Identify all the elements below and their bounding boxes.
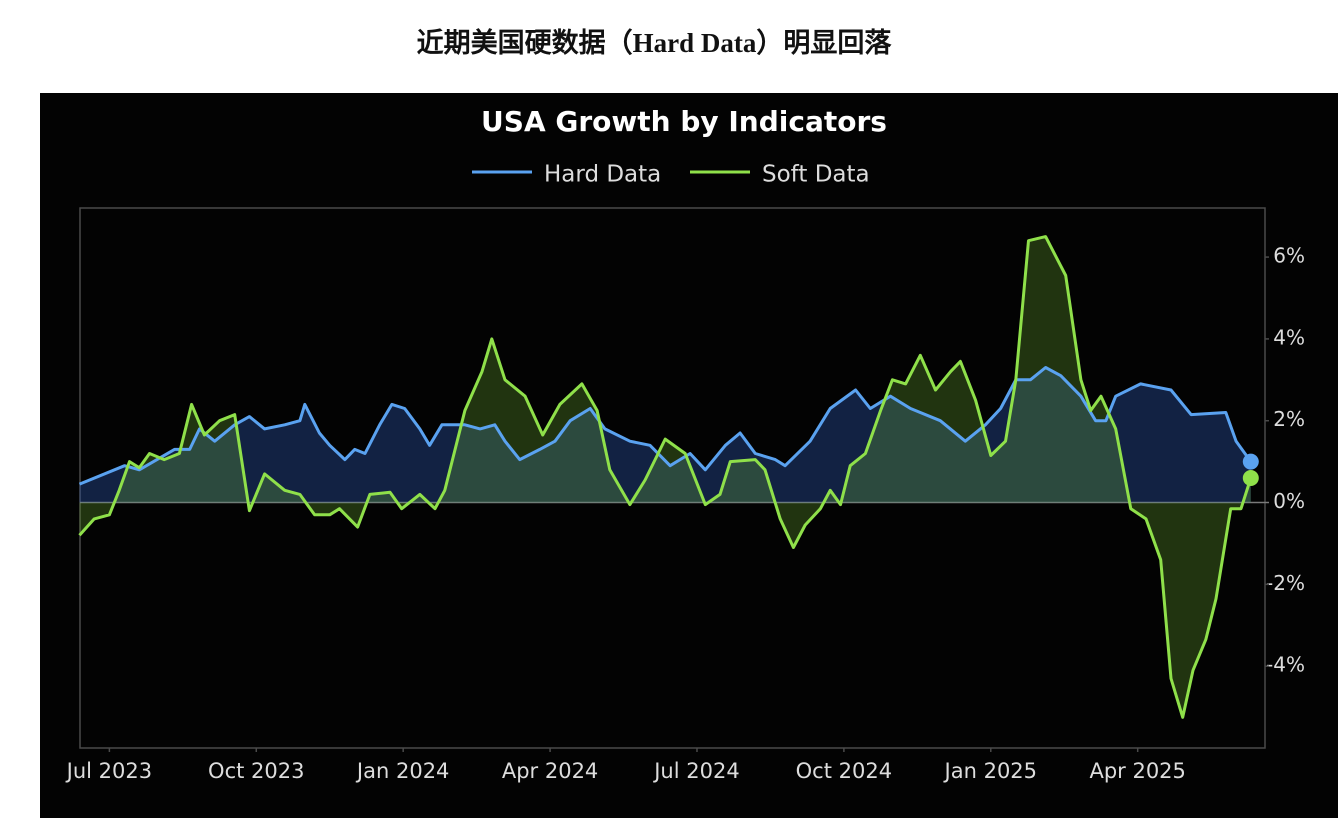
x-tick-label: Jul 2024 — [652, 759, 739, 783]
line — [78, 235, 1253, 719]
y-tick-label: 2% — [1273, 407, 1305, 431]
x-tick-label: Jan 2024 — [355, 759, 450, 783]
plot-frame — [79, 207, 1266, 749]
line — [78, 366, 1253, 486]
x-tick-label: Jul 2023 — [65, 759, 152, 783]
y-tick-label: 4% — [1273, 325, 1305, 349]
legend-label: Soft Data — [762, 162, 870, 188]
x-tick-label: Apr 2025 — [1089, 759, 1185, 783]
area — [79, 236, 1251, 718]
y-tick-label: -4% — [1266, 653, 1305, 677]
end-dot — [1242, 453, 1259, 470]
x-tick-label: Apr 2024 — [502, 759, 598, 783]
x-tick-label: Jan 2025 — [943, 759, 1038, 783]
y-tick-label: 6% — [1273, 244, 1305, 268]
legend-label: Hard Data — [544, 162, 661, 188]
y-tick-label: -2% — [1266, 571, 1305, 595]
end-dot — [1242, 470, 1259, 486]
y-tick-label: 0% — [1273, 489, 1305, 513]
x-tick-label: Oct 2024 — [796, 759, 892, 783]
x-tick-label: Oct 2023 — [208, 759, 304, 783]
page-title: 近期美国硬数据（Hard Data）明显回落 — [417, 27, 893, 58]
chart-title: USA Growth by Indicators — [481, 105, 887, 138]
area — [79, 367, 1251, 503]
